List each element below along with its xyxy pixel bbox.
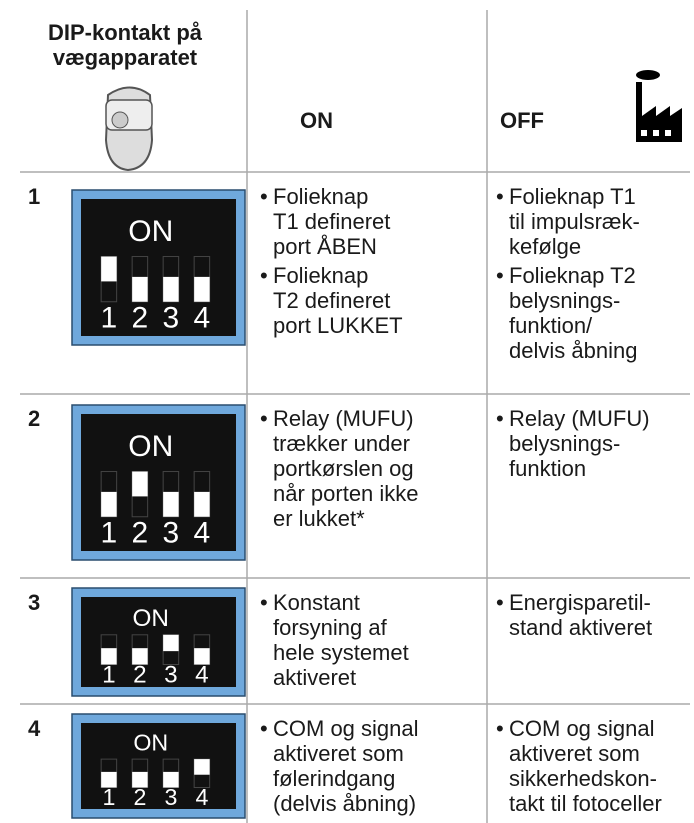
dip-number: 3 bbox=[164, 784, 177, 810]
dip-lever bbox=[132, 648, 148, 665]
dip-number: 4 bbox=[195, 662, 209, 689]
bullet-line: Folieknap T1 bbox=[509, 184, 636, 209]
bullet-line: aktiveret som bbox=[509, 741, 640, 766]
bullet-line: COM og signal bbox=[509, 716, 655, 741]
dip-number: 3 bbox=[164, 662, 178, 689]
dip-number: 2 bbox=[133, 784, 146, 810]
dip-lever bbox=[194, 491, 210, 517]
dip-lever bbox=[101, 648, 117, 665]
dip-lever bbox=[101, 771, 117, 788]
bullet-line: funktion bbox=[509, 456, 587, 481]
row-number: 4 bbox=[28, 716, 41, 741]
bullet-line: forsyning af bbox=[273, 615, 387, 640]
dip-lever bbox=[194, 759, 210, 775]
dip-lever bbox=[163, 771, 179, 788]
header-off: OFF bbox=[500, 108, 544, 133]
bullet-line: Relay (MUFU) bbox=[509, 406, 650, 431]
dip-label: ON bbox=[133, 605, 169, 632]
dip-lever bbox=[194, 648, 210, 665]
remote-icon bbox=[104, 86, 154, 172]
bullet-line: belysnings- bbox=[509, 431, 621, 456]
dip-lever bbox=[132, 471, 148, 497]
bullet-line: hele systemet bbox=[273, 640, 409, 665]
bullet-line: (delvis åbning) bbox=[273, 791, 417, 816]
bullet-line: Konstant bbox=[273, 590, 360, 615]
dip-number: 1 bbox=[101, 516, 118, 549]
bullet-line: trækker under bbox=[273, 431, 410, 456]
dip-number: 3 bbox=[163, 516, 180, 549]
bullet-line: takt til fotoceller bbox=[509, 791, 662, 816]
dip-lever bbox=[194, 276, 210, 302]
dip-number: 3 bbox=[163, 301, 180, 334]
bullet-line: er lukket* bbox=[273, 506, 365, 531]
dip-body bbox=[81, 597, 236, 687]
bullet-line: portkørslen og bbox=[273, 456, 414, 481]
dip-lever bbox=[163, 491, 179, 517]
dip-number: 1 bbox=[102, 784, 115, 810]
header-label: DIP-kontakt på bbox=[47, 20, 203, 45]
dip-body bbox=[81, 414, 236, 551]
bullet-line: port ÅBEN bbox=[273, 234, 377, 259]
dip-label: ON bbox=[128, 430, 173, 463]
header-on: ON bbox=[300, 108, 333, 133]
dip-label: ON bbox=[128, 215, 173, 248]
bullet-line: Folieknap T2 bbox=[509, 263, 636, 288]
dip-lever bbox=[132, 771, 148, 788]
dip-number: 2 bbox=[133, 662, 147, 689]
bullet-line: Energisparetil- bbox=[509, 590, 651, 615]
bullet-line: port LUKKET bbox=[273, 313, 403, 338]
dip-lever bbox=[163, 276, 179, 302]
dip-lever bbox=[132, 276, 148, 302]
bullet-line: til impulsræk- bbox=[509, 209, 640, 234]
bullet: Energisparetil-stand aktiveret bbox=[496, 590, 653, 640]
bullet-line: T2 defineret bbox=[273, 288, 391, 313]
dip-number: 2 bbox=[132, 516, 149, 549]
row-number: 3 bbox=[28, 590, 41, 615]
dip-number: 1 bbox=[101, 301, 118, 334]
bullet-line: aktiveret som bbox=[273, 741, 404, 766]
dip-number: 2 bbox=[132, 301, 149, 334]
bullet-line: delvis åbning bbox=[509, 338, 638, 363]
dip-number: 4 bbox=[194, 301, 211, 334]
bullet: Relay (MUFU)belysnings-funktion bbox=[496, 406, 650, 481]
bullet-line: funktion/ bbox=[509, 313, 593, 338]
bullet-line: følerindgang bbox=[273, 766, 396, 791]
bullet-line: kefølge bbox=[509, 234, 582, 259]
header-label: vægapparatet bbox=[52, 45, 198, 70]
bullet-line: Relay (MUFU) bbox=[273, 406, 414, 431]
bullet-line: Folieknap bbox=[273, 184, 369, 209]
bullet-line: aktiveret bbox=[273, 665, 357, 690]
bullet-line: sikkerhedskon- bbox=[509, 766, 657, 791]
row-number: 2 bbox=[28, 406, 41, 431]
bullet-line: Folieknap bbox=[273, 263, 369, 288]
dip-number: 1 bbox=[102, 662, 116, 689]
dip-label: ON bbox=[133, 730, 168, 756]
bullet-line: belysnings- bbox=[509, 288, 621, 313]
dip-number: 4 bbox=[195, 784, 208, 810]
dip-number: 4 bbox=[194, 516, 211, 549]
dip-lever bbox=[101, 491, 117, 517]
dip-lever bbox=[101, 256, 117, 282]
dip-body bbox=[81, 723, 236, 809]
row-number: 1 bbox=[28, 184, 41, 209]
factory-icon bbox=[636, 70, 682, 142]
dip-lever bbox=[163, 634, 179, 652]
bullet-line: T1 defineret bbox=[273, 209, 391, 234]
bullet-line: stand aktiveret bbox=[509, 615, 653, 640]
bullet-line: når porten ikke bbox=[273, 481, 419, 506]
bullet-line: COM og signal bbox=[273, 716, 419, 741]
